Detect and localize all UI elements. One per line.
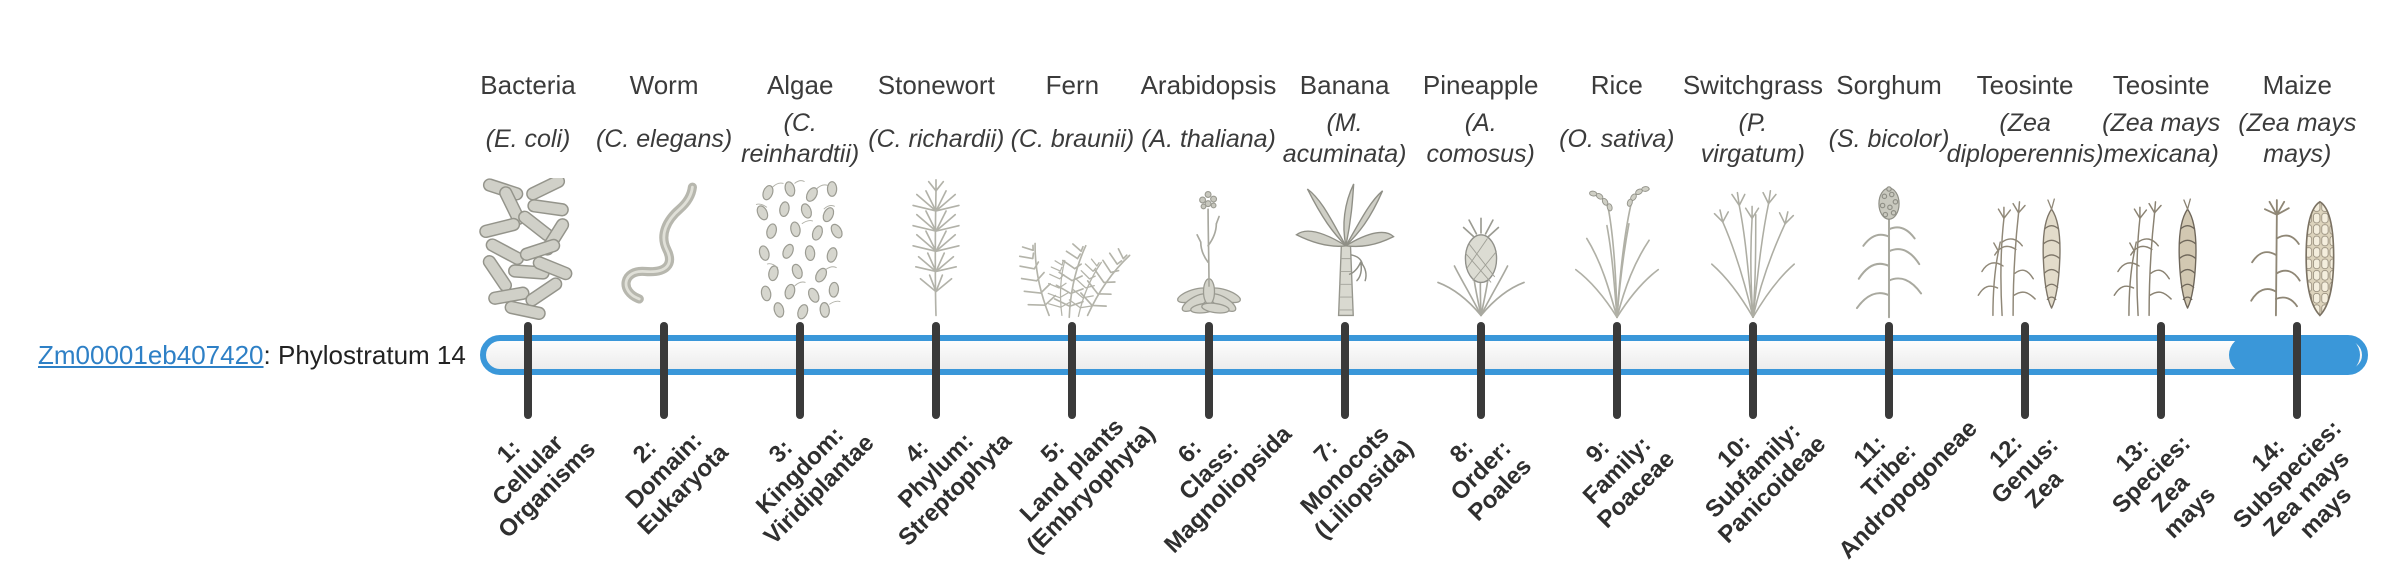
worm-icon [596, 176, 732, 320]
organism-species-text: (A. comosus) [1426, 109, 1535, 168]
organism-common-name: Fern [1045, 70, 1100, 100]
organism-species-name: (C. braunii) [957, 102, 1187, 176]
algae-icon [732, 176, 868, 320]
phylostratum-tick-8 [1476, 322, 1485, 419]
organism-common-name: Pineapple [1422, 70, 1539, 100]
organism-common-name: Worm [629, 70, 699, 100]
organism-species-name: (Zea mays mays) [2182, 102, 2400, 176]
organism-common-name: Bacteria [480, 70, 576, 100]
organism-species-text: (Zea mays mays) [2238, 109, 2357, 168]
organism-species-name: (A. thaliana) [1094, 102, 1324, 176]
organism-species-text: (C. braunii) [1010, 124, 1135, 153]
gene-stratum-text: : Phylostratum 14 [263, 340, 466, 370]
organism-species-name: (A. comosus) [1366, 102, 1596, 176]
bacteria-icon [460, 176, 596, 320]
organism-species-text: (E. coli) [485, 124, 571, 153]
switchgrass-icon [1685, 176, 1821, 320]
organism-species-name: (O. sativa) [1502, 102, 1732, 176]
fern-icon [1004, 176, 1140, 320]
organism-common-name: Switchgrass [1682, 70, 1823, 100]
arabidopsis-icon [1141, 176, 1277, 320]
organism-species-text: (P. virgatum) [1700, 109, 1805, 168]
organism-common-name: Banana [1299, 70, 1390, 100]
organism-species-text: (C. elegans) [596, 124, 733, 153]
phylostratum-tick-12 [2021, 322, 2030, 419]
sorghum-icon [1821, 176, 1957, 320]
phylostratum-bar [480, 335, 2368, 375]
organism-species-text: (Zea diploperennis) [1946, 109, 2104, 168]
phylostratum-tick-7 [1340, 322, 1349, 419]
organism-common-name: Arabidopsis [1140, 70, 1277, 100]
phylostratum-tick-6 [1204, 322, 1213, 419]
organism-common-name: Teosinte [1976, 70, 2074, 100]
phylostratum-tick-11 [1885, 322, 1893, 419]
banana-icon [1277, 176, 1413, 320]
organism-species-name: (S. bicolor) [1774, 102, 2004, 176]
phylostratum-tick-1 [524, 322, 532, 419]
gene-label: Zm00001eb407420: Phylostratum 14 [38, 340, 466, 371]
phylostratum-tick-10 [1748, 322, 1757, 419]
stonewort-icon [868, 176, 1004, 320]
pineapple-icon [1413, 176, 1549, 320]
organism-species-name: (P. virgatum) [1638, 102, 1868, 176]
organism-common-name: Rice [1590, 70, 1643, 100]
organism-common-name: Stonewort [877, 70, 995, 100]
phylostratum-tick-9 [1612, 322, 1621, 419]
phylostratum-tick-14 [2293, 322, 2302, 419]
phylostratum-tick-4 [932, 322, 941, 419]
organism-species-name: (Zea diploperennis) [1910, 102, 2140, 176]
organism-species-name: (Zea mays mexicana) [2046, 102, 2276, 176]
gene-id-link[interactable]: Zm00001eb407420 [38, 340, 264, 370]
organism-species-text: (O. sativa) [1559, 124, 1675, 153]
organism-species-name: (M. acuminata) [1230, 102, 1460, 176]
organism-species-name: (C. elegans) [549, 102, 779, 176]
teosinte-diploperennis-icon [1957, 176, 2093, 320]
organism-common-name: Maize [2262, 70, 2332, 100]
phylostratum-tick-13 [2157, 322, 2166, 419]
organism-species-name: (C. richardii) [821, 102, 1051, 176]
rice-icon [1549, 176, 1685, 320]
organism-species-text: (Zea mays mexicana) [2102, 109, 2221, 168]
organism-species-text: (S. bicolor) [1828, 124, 1950, 153]
organism-common-name: Algae [766, 70, 834, 100]
maize-icon [2229, 176, 2365, 320]
organism-species-name: (E. coli) [413, 102, 643, 176]
organism-species-text: (A. thaliana) [1141, 124, 1276, 153]
organism-common-name: Sorghum [1836, 70, 1942, 100]
phylostratum-tick-2 [660, 322, 669, 419]
teosinte-mexicana-icon [2093, 176, 2229, 320]
organism-species-name: (C. reinhardtii) [685, 102, 915, 176]
organism-species-text: (M. acuminata) [1282, 109, 1407, 168]
phylostratum-tick-5 [1068, 322, 1077, 419]
organism-species-text: (C. richardii) [868, 124, 1005, 153]
organism-common-name: Teosinte [2112, 70, 2210, 100]
organism-species-text: (C. reinhardtii) [741, 109, 860, 168]
phylostratum-tick-3 [796, 322, 805, 419]
